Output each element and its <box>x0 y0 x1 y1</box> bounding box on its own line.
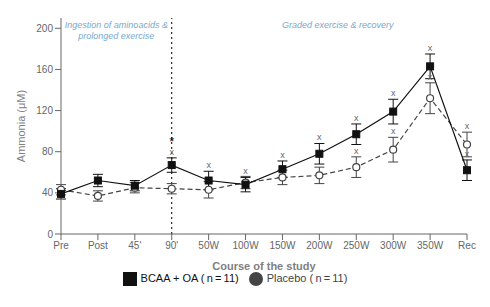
svg-text:120: 120 <box>36 105 53 116</box>
svg-text:Course of the study: Course of the study <box>212 260 316 272</box>
svg-text:Pre: Pre <box>53 240 69 251</box>
svg-text:0: 0 <box>47 229 53 240</box>
svg-text:Ammonia (μM): Ammonia (μM) <box>15 90 27 162</box>
svg-text:x: x <box>391 126 396 136</box>
svg-text:250W: 250W <box>343 240 370 251</box>
svg-text:200W: 200W <box>306 240 333 251</box>
svg-text:*: * <box>169 134 174 149</box>
html-text:Placebo ( n = 11): Placebo ( n = 11) <box>266 272 348 284</box>
svg-text:40: 40 <box>42 187 54 198</box>
svg-text:x: x <box>243 166 248 176</box>
svg-text:Rec: Rec <box>458 240 476 251</box>
svg-text:x: x <box>206 160 211 170</box>
svg-text:300W: 300W <box>380 240 407 251</box>
svg-text:160: 160 <box>36 64 53 75</box>
svg-text:80: 80 <box>42 146 54 157</box>
svg-text:x: x <box>280 150 285 160</box>
svg-text:45': 45' <box>128 240 141 251</box>
svg-text:x: x <box>354 113 359 123</box>
svg-text:x: x <box>465 121 470 131</box>
html-text:BCAA + OA ( n = 11): BCAA + OA ( n = 11) <box>140 272 239 284</box>
svg-text:Graded exercise & recovery: Graded exercise & recovery <box>282 20 394 30</box>
svg-text:x: x <box>317 132 322 142</box>
svg-text:Ingestion of aminoacids &prolo: Ingestion of aminoacids &prolonged exerc… <box>65 20 168 41</box>
svg-text:x: x <box>391 88 396 98</box>
svg-text:90': 90' <box>165 240 178 251</box>
svg-text:200: 200 <box>36 23 53 34</box>
svg-text:350W: 350W <box>417 240 444 251</box>
svg-text:x: x <box>465 149 470 159</box>
svg-text:Post: Post <box>88 240 108 251</box>
svg-text:x: x <box>428 43 433 53</box>
svg-text:x: x <box>169 146 174 157</box>
svg-text:x: x <box>354 146 359 156</box>
svg-text:x: x <box>428 72 433 82</box>
svg-text:50W: 50W <box>198 240 219 251</box>
svg-text:150W: 150W <box>269 240 296 251</box>
svg-text:100W: 100W <box>232 240 259 251</box>
